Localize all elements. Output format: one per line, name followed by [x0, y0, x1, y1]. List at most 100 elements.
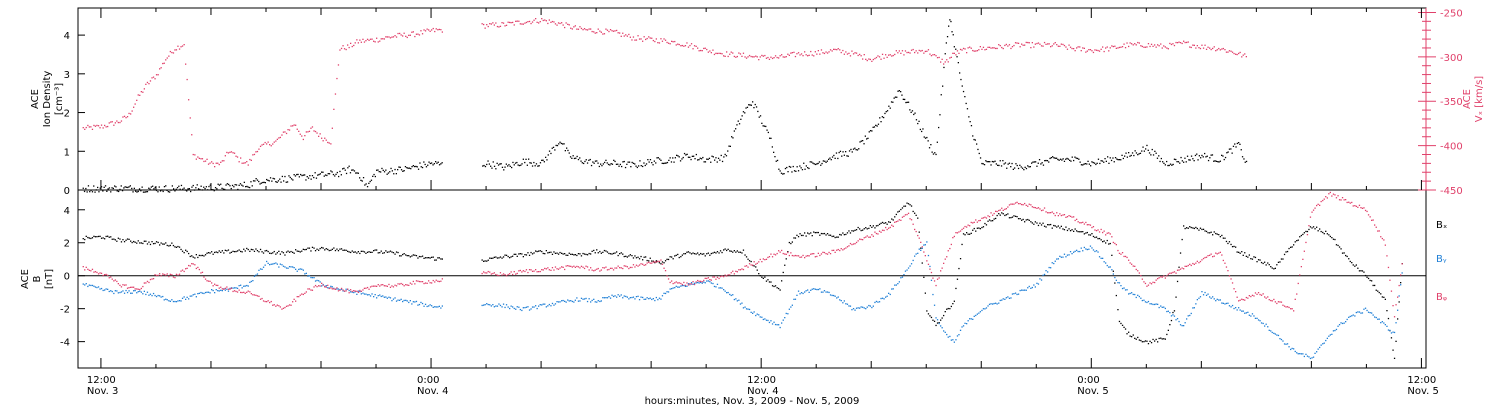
by-point [229, 287, 231, 290]
density-point [100, 186, 103, 188]
vx-point [1128, 45, 1130, 48]
vx-point [259, 145, 262, 147]
density-point [666, 161, 669, 164]
density-point [710, 161, 712, 163]
by-point [599, 300, 601, 303]
by-point [169, 300, 171, 302]
by-point [226, 288, 228, 290]
bz-point [1190, 264, 1192, 267]
density-point [182, 188, 184, 190]
bz-point [441, 278, 443, 280]
density-point [319, 173, 321, 175]
bz-point [562, 266, 564, 268]
vx-point [206, 158, 208, 160]
by-point [678, 286, 680, 288]
bx-point [1267, 262, 1269, 264]
bz-point [143, 282, 145, 284]
density-point [1129, 155, 1131, 157]
bx-point [1357, 267, 1359, 269]
by-point [1398, 295, 1400, 297]
bx-point [1056, 226, 1058, 228]
density-point [738, 123, 741, 125]
bx-point [1011, 216, 1014, 218]
bz-point [698, 280, 700, 282]
density-point [1192, 158, 1194, 160]
by-point [96, 286, 98, 289]
by-point [551, 302, 554, 305]
by-point [924, 244, 926, 246]
by-point [1282, 340, 1284, 342]
vx-point [1184, 41, 1186, 44]
bz-point [616, 267, 618, 269]
bx-point [207, 252, 210, 254]
density-point [606, 162, 608, 164]
vx-point [386, 36, 388, 38]
bx-point [236, 250, 239, 252]
xtick-time-label: 0:00 [417, 375, 439, 386]
by-point [674, 287, 676, 289]
vx-point [1163, 45, 1165, 47]
bx-point [533, 252, 535, 254]
vx-point [1092, 51, 1095, 54]
density-point [512, 161, 514, 164]
by-point [649, 297, 651, 299]
bz-point [548, 269, 550, 271]
by-point [502, 303, 505, 305]
vx-point [111, 121, 113, 123]
by-point [684, 285, 687, 287]
bz-point [154, 274, 156, 276]
bottom-panel-marks [82, 191, 1403, 360]
by-point [638, 299, 641, 301]
bx-point [564, 253, 566, 255]
bz-point [360, 290, 362, 292]
density-point [1011, 162, 1013, 165]
vx-point [906, 51, 908, 54]
vx-point [804, 51, 806, 53]
by-point [993, 302, 995, 305]
bz-point [909, 218, 911, 220]
bz-point [299, 294, 301, 296]
bz-point [594, 269, 596, 271]
by-point [1134, 293, 1136, 296]
bz-point [310, 289, 312, 291]
density-point [604, 161, 606, 164]
density-point [1084, 163, 1086, 165]
bx-point [342, 249, 344, 251]
bz-point [1111, 236, 1113, 238]
bz-point [738, 269, 740, 271]
bz-point [159, 273, 161, 275]
by-point [1123, 287, 1125, 289]
bx-point [269, 252, 271, 254]
by-point [573, 301, 575, 303]
bz-point [1300, 266, 1302, 268]
vx-point [262, 143, 265, 145]
by-point [935, 317, 937, 319]
by-point [1317, 348, 1319, 350]
by-point [823, 290, 826, 292]
bz-point [655, 261, 657, 263]
vx-point [1186, 41, 1188, 44]
density-point [1049, 157, 1051, 160]
by-point [689, 284, 691, 286]
vx-point [96, 124, 98, 127]
density-point [1130, 154, 1132, 157]
vx-point [1126, 42, 1128, 44]
by-point [683, 284, 685, 287]
by-point [1163, 306, 1165, 308]
by-point [1257, 319, 1260, 321]
by-point [301, 268, 303, 270]
bz-point [220, 286, 222, 288]
by-point [282, 265, 285, 267]
density-point [300, 173, 302, 176]
bx-point [1028, 219, 1030, 221]
bx-point [299, 251, 301, 253]
vx-point [637, 35, 639, 37]
bx-point [561, 252, 563, 254]
bx-point [866, 228, 868, 230]
vx-point [97, 125, 100, 127]
bx-point [507, 255, 509, 258]
vx-point [909, 52, 911, 54]
bx-point [993, 218, 995, 220]
by-point [293, 267, 295, 269]
bx-point [267, 250, 269, 253]
